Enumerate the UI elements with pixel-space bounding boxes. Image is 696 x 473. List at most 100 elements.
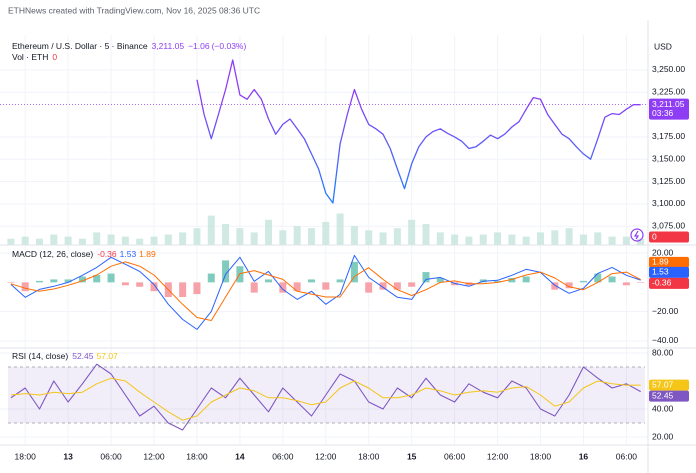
volume-bar [565,228,573,245]
y-tick-label: −20.00 [652,306,679,316]
volume-bar [64,236,72,245]
rsi-band [8,367,645,424]
macd-hist-value-label: -0.36 [652,278,672,288]
rsi-ma-value-label: 57.07 [652,379,674,389]
volume-bar [107,234,115,245]
volume-bar [537,232,545,245]
macd-histogram-bar [393,282,401,290]
volume-bar [637,238,645,245]
volume-bar [222,224,230,245]
macd-value: 1.53 [120,249,137,259]
volume-bar [522,236,530,245]
rsi-value-label: 52.45 [652,390,674,400]
volume-bar [250,232,258,245]
volume-bar [508,234,516,245]
macd-histogram-bar [522,276,530,283]
volume-bar [622,236,630,245]
volume-bar [479,234,487,245]
macd-signal-value-label-box [649,256,689,268]
x-tick-label: 14 [235,451,245,461]
macd-histogram-bar [7,282,15,283]
macd-histogram-bar [107,273,115,283]
y-tick-label: −40.00 [652,335,679,345]
volume-bar [608,236,616,245]
macd-histogram-bar [35,280,43,283]
price-legend: Ethereum / U.S. Dollar · 5 · Binance 3,21… [12,41,246,51]
macd-histogram-bar [179,282,187,298]
volume-bar [594,232,602,245]
macd-title: MACD (12, 26, close) [12,249,93,259]
x-tick-label: 18:00 [15,451,37,461]
volume-bar [150,236,158,245]
macd-histogram-bar [379,282,387,290]
macd-histogram-bar [622,282,630,286]
volume-title: Vol · ETH [12,52,48,62]
macd-histogram-bar [365,282,373,293]
countdown: 03:36 [652,108,674,118]
macd-histogram-bar [350,261,358,283]
replay-icon-ring[interactable] [630,228,644,242]
last-price: 3,211.05 [152,41,185,51]
x-tick-label: 06:00 [100,451,122,461]
volume-legend: Vol · ETH 0 [12,52,57,62]
volume-bar [136,238,144,245]
rsi-title: RSI (14, close) [12,351,68,361]
macd-histogram-bar [250,282,258,293]
x-tick-label: 12:00 [315,451,337,461]
macd-value-label: 1.53 [652,267,669,277]
y-tick-label: 20.00 [652,247,674,257]
volume-bar [336,213,344,245]
macd-histogram-bar [508,277,516,283]
x-tick-label: 18:00 [358,451,380,461]
macd-histogram-bar [265,279,273,283]
macd-histogram-bar [494,280,502,283]
volume-bar [350,226,358,245]
macd-histogram-bar [594,273,602,283]
rsi-line [10,363,641,431]
macd-histogram-bar [93,275,101,283]
x-tick-label: 06:00 [444,451,466,461]
volume-bar [322,221,330,245]
rsi-value-label-box [649,390,689,402]
y-tick-label: 80.00 [652,347,674,357]
macd-histogram-bar [637,282,645,283]
x-tick-label: 15 [407,451,417,461]
y-tick-label: 3,125.00 [652,176,685,186]
rsi-ma-value: 57.07 [97,351,119,361]
macd-histogram-bar [422,272,430,283]
y-tick-label: 3,075.00 [652,220,685,230]
volume-bar [236,228,244,245]
macd-histogram-bar [64,279,72,283]
rsi-ma-line [10,377,641,421]
marks [0,59,648,431]
x-tick-label: 18:00 [186,451,208,461]
volume-bar [207,215,215,245]
macd-histogram-bar [551,282,559,290]
macd-signal-line [10,261,641,321]
replay-icon[interactable] [630,228,644,242]
macd-hist-value-label-box [649,277,689,289]
x-tick-label: 12:00 [143,451,165,461]
y-tick-label: 3,100.00 [652,198,685,208]
volume-bar [465,236,473,245]
macd-histogram-bar [336,279,344,283]
volume-bar [293,226,301,245]
macd-line [10,254,641,330]
replay-icon-bolt[interactable] [633,230,640,240]
macd-value-label-box [649,266,689,278]
x-tick-label: 18:00 [530,451,552,461]
macd-hist-value: -0.36 [97,249,117,259]
volume-bar [307,228,315,245]
macd-signal-value: 1.89 [139,249,156,259]
macd-histogram-bar [565,282,573,289]
volume-value: 0 [52,52,57,62]
currency: USD [654,41,672,51]
macd-histogram-bar [436,277,444,283]
attribution: ETHNews created with TradingView.com, No… [8,5,260,15]
volume-bar [21,236,29,245]
x-tick-label: 13 [63,451,73,461]
macd-histogram-bar [78,276,86,283]
volume-bar [436,232,444,245]
